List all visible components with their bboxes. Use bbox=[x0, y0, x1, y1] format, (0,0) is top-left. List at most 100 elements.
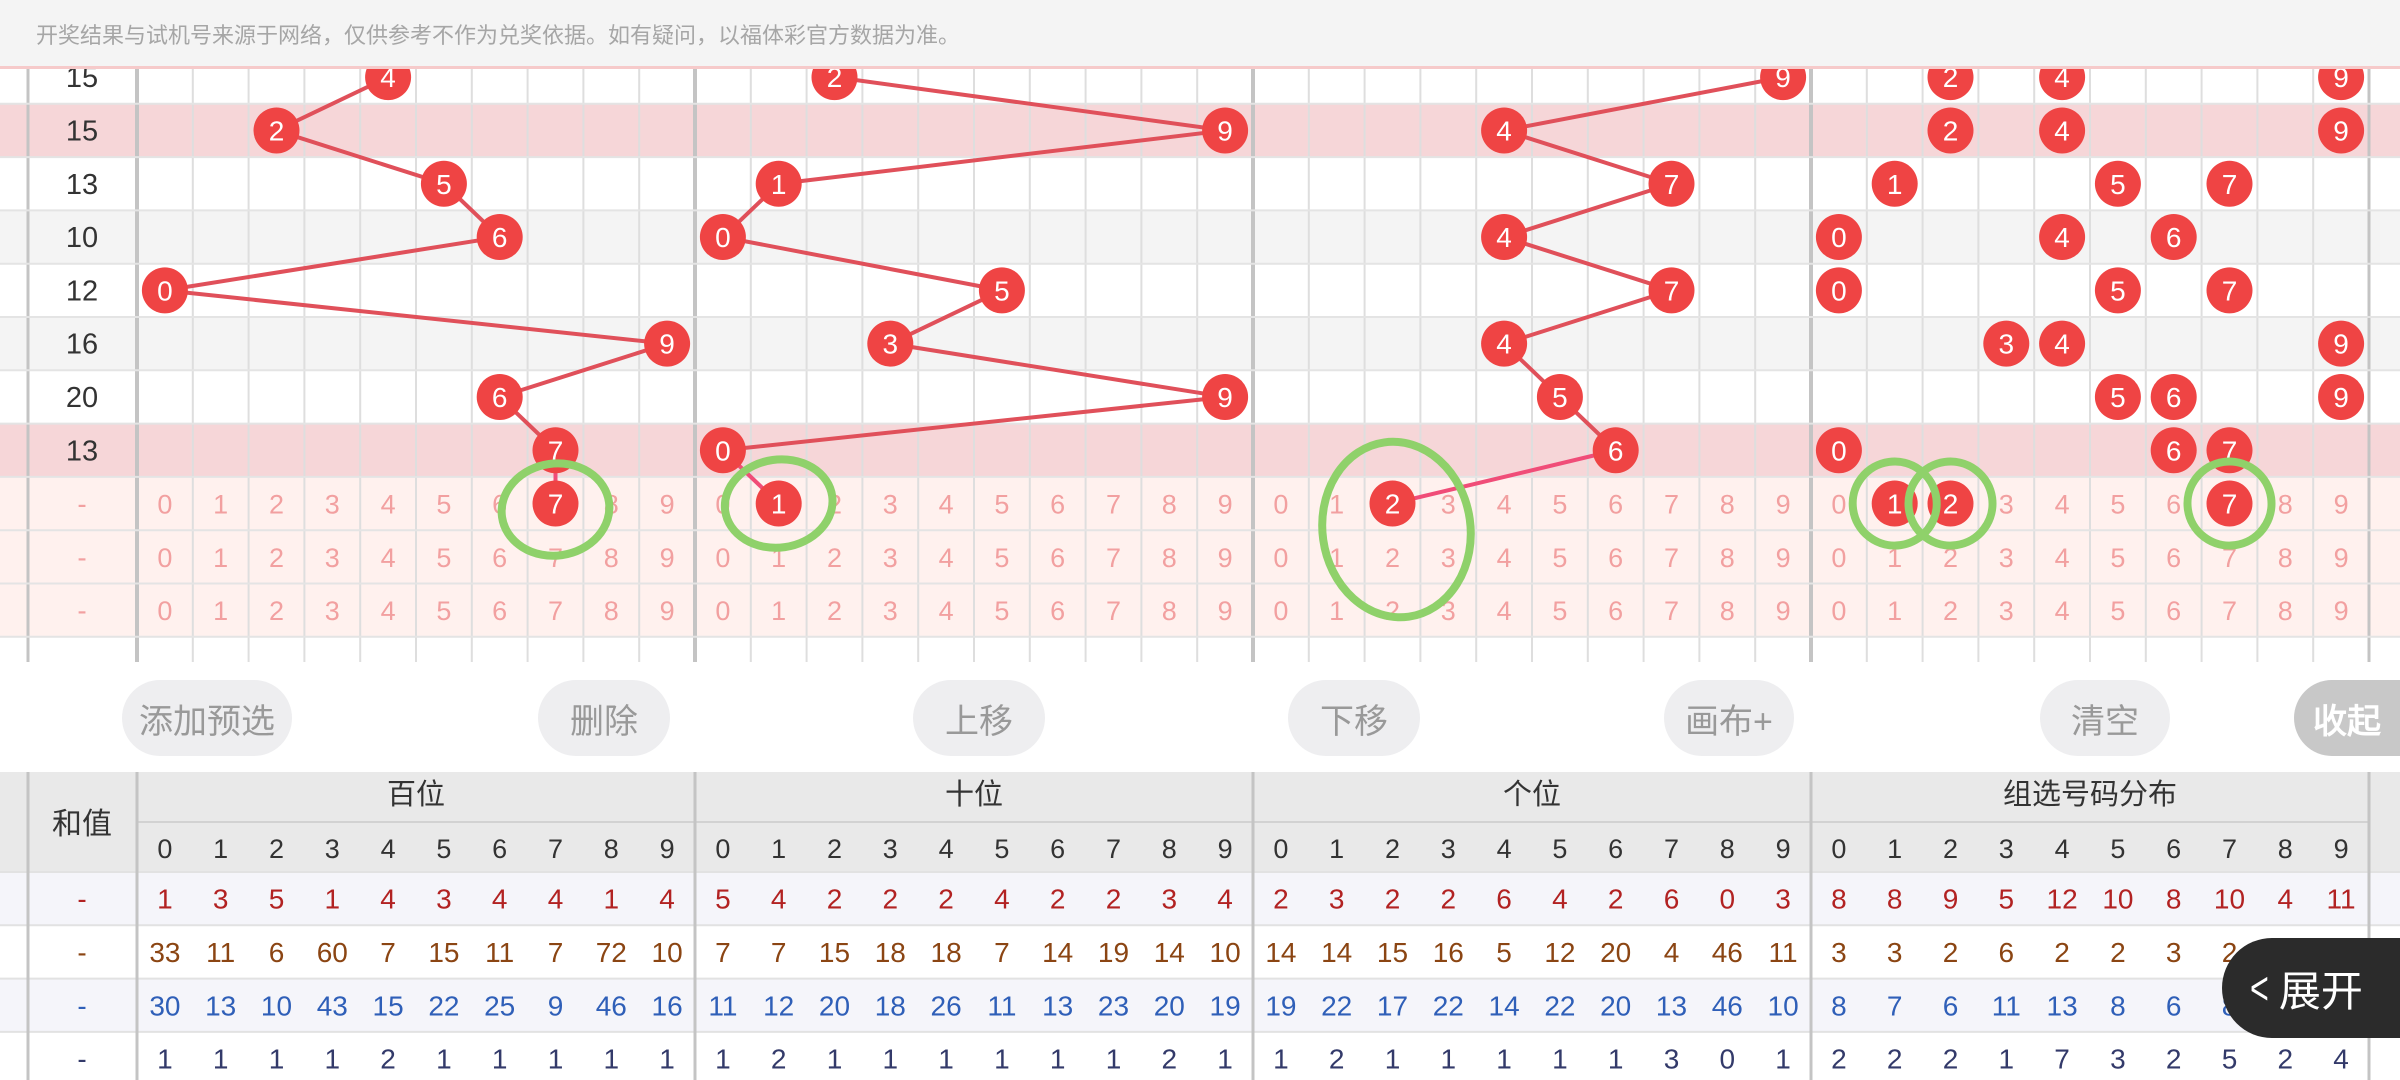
digit-option[interactable]: 4 bbox=[381, 596, 396, 626]
group-ball[interactable]: 5 bbox=[2094, 373, 2141, 420]
number-ball[interactable]: 9 bbox=[1202, 373, 1249, 420]
group-ball[interactable]: 4 bbox=[2039, 214, 2086, 261]
digit-option[interactable]: 2 bbox=[827, 596, 842, 626]
digit-option[interactable]: 7 bbox=[1106, 596, 1121, 626]
digit-option[interactable]: 1 bbox=[213, 596, 228, 626]
digit-option[interactable]: 5 bbox=[436, 543, 451, 573]
digit-option[interactable]: 2 bbox=[1385, 543, 1400, 573]
digit-option[interactable]: 3 bbox=[1441, 490, 1456, 520]
number-ball[interactable]: 6 bbox=[476, 373, 523, 420]
digit-option[interactable]: 9 bbox=[660, 490, 675, 520]
digit-option[interactable]: 3 bbox=[325, 596, 340, 626]
digit-option[interactable]: 2 bbox=[1943, 596, 1958, 626]
digit-option[interactable]: 8 bbox=[1162, 490, 1177, 520]
add-preselect-button[interactable]: 添加预选 bbox=[122, 680, 292, 756]
digit-option[interactable]: 3 bbox=[1999, 596, 2014, 626]
selected-digit[interactable]: 1 bbox=[755, 480, 802, 527]
candidate-row-bg[interactable] bbox=[0, 530, 2400, 584]
digit-option[interactable]: 7 bbox=[2222, 596, 2237, 626]
digit-option[interactable]: 5 bbox=[1552, 543, 1567, 573]
digit-option[interactable]: 5 bbox=[436, 596, 451, 626]
selected-digit[interactable]: 7 bbox=[2206, 480, 2253, 527]
digit-option[interactable]: 8 bbox=[1162, 596, 1177, 626]
digit-option[interactable]: 3 bbox=[883, 543, 898, 573]
digit-option[interactable]: 4 bbox=[381, 490, 396, 520]
digit-option[interactable]: 4 bbox=[1497, 596, 1512, 626]
candidate-row-bg[interactable] bbox=[0, 583, 2400, 637]
selected-digit[interactable]: 7 bbox=[532, 480, 579, 527]
digit-option[interactable]: 0 bbox=[1273, 543, 1288, 573]
digit-option[interactable]: 1 bbox=[1329, 490, 1344, 520]
group-ball[interactable]: 7 bbox=[2206, 267, 2253, 314]
candidate-row-bg[interactable] bbox=[0, 476, 2400, 531]
digit-option[interactable]: 7 bbox=[1106, 543, 1121, 573]
digit-option[interactable]: 4 bbox=[2055, 490, 2070, 520]
group-ball[interactable]: 9 bbox=[2318, 107, 2365, 154]
group-ball[interactable]: 1 bbox=[1871, 160, 1918, 207]
digit-option[interactable]: 4 bbox=[2055, 543, 2070, 573]
digit-option[interactable]: 9 bbox=[1218, 543, 1233, 573]
digit-option[interactable]: 8 bbox=[2278, 596, 2293, 626]
digit-option[interactable]: 3 bbox=[883, 596, 898, 626]
digit-option[interactable]: 7 bbox=[1664, 543, 1679, 573]
digit-option[interactable]: 0 bbox=[157, 596, 172, 626]
digit-option[interactable]: 0 bbox=[1831, 490, 1846, 520]
digit-option[interactable]: 7 bbox=[1664, 490, 1679, 520]
trend-chart[interactable]: 15 4 2 9 2 4 915 2 9 4 2 4 913 5 1 7 1 5 710 6 0 4 0 4 612 0 5 7 0 5 7… bbox=[0, 0, 2400, 662]
digit-option[interactable]: 2 bbox=[269, 490, 284, 520]
digit-option[interactable]: 0 bbox=[715, 596, 730, 626]
digit-option[interactable]: 9 bbox=[2334, 490, 2349, 520]
digit-option[interactable]: 6 bbox=[1050, 543, 1065, 573]
group-ball[interactable]: 0 bbox=[1815, 214, 1862, 261]
group-ball[interactable]: 4 bbox=[2039, 107, 2086, 154]
digit-option[interactable]: 1 bbox=[1329, 596, 1344, 626]
number-ball[interactable]: 5 bbox=[1536, 373, 1583, 420]
digit-option[interactable]: 5 bbox=[994, 490, 1009, 520]
digit-option[interactable]: 6 bbox=[1608, 490, 1623, 520]
digit-option[interactable]: 2 bbox=[1943, 543, 1958, 573]
number-ball[interactable]: 2 bbox=[253, 107, 300, 154]
digit-option[interactable]: 9 bbox=[2334, 596, 2349, 626]
digit-option[interactable]: 4 bbox=[1497, 543, 1512, 573]
number-ball[interactable]: 5 bbox=[978, 267, 1025, 314]
digit-option[interactable]: 6 bbox=[492, 596, 507, 626]
group-ball[interactable]: 5 bbox=[2094, 267, 2141, 314]
digit-option[interactable]: 8 bbox=[2278, 490, 2293, 520]
digit-option[interactable]: 5 bbox=[2110, 543, 2125, 573]
number-ball[interactable]: 9 bbox=[1202, 107, 1249, 154]
number-ball[interactable]: 0 bbox=[699, 427, 746, 474]
digit-option[interactable]: 5 bbox=[1552, 596, 1567, 626]
digit-option[interactable]: 9 bbox=[660, 543, 675, 573]
digit-option[interactable]: 5 bbox=[2110, 490, 2125, 520]
canvas-plus-button[interactable]: 画布+ bbox=[1664, 680, 1794, 756]
group-ball[interactable]: 0 bbox=[1815, 427, 1862, 474]
digit-option[interactable]: 8 bbox=[2278, 543, 2293, 573]
digit-option[interactable]: 9 bbox=[660, 596, 675, 626]
digit-option[interactable]: 1 bbox=[213, 543, 228, 573]
move-up-button[interactable]: 上移 bbox=[913, 680, 1045, 756]
group-ball[interactable]: 7 bbox=[2206, 160, 2253, 207]
digit-option[interactable]: 7 bbox=[1664, 596, 1679, 626]
digit-option[interactable]: 6 bbox=[1050, 490, 1065, 520]
digit-option[interactable]: 7 bbox=[2222, 543, 2237, 573]
expand-button[interactable]: < 展开 bbox=[2222, 938, 2400, 1038]
digit-option[interactable]: 9 bbox=[1776, 596, 1791, 626]
digit-option[interactable]: 0 bbox=[715, 543, 730, 573]
digit-option[interactable]: 9 bbox=[1776, 490, 1791, 520]
digit-option[interactable]: 4 bbox=[939, 543, 954, 573]
digit-option[interactable]: 5 bbox=[994, 543, 1009, 573]
number-ball[interactable]: 9 bbox=[644, 320, 691, 367]
digit-option[interactable]: 8 bbox=[1162, 543, 1177, 573]
number-ball[interactable]: 4 bbox=[1481, 320, 1528, 367]
digit-option[interactable]: 6 bbox=[2166, 490, 2181, 520]
digit-option[interactable]: 3 bbox=[1999, 490, 2014, 520]
move-down-button[interactable]: 下移 bbox=[1288, 680, 1420, 756]
delete-button[interactable]: 删除 bbox=[538, 680, 670, 756]
digit-option[interactable]: 2 bbox=[1385, 596, 1400, 626]
digit-option[interactable]: 6 bbox=[1608, 543, 1623, 573]
digit-option[interactable]: 4 bbox=[381, 543, 396, 573]
digit-option[interactable]: 8 bbox=[604, 596, 619, 626]
digit-option[interactable]: 3 bbox=[325, 543, 340, 573]
collapse-button[interactable]: 收起 bbox=[2294, 680, 2400, 756]
digit-option[interactable]: 2 bbox=[269, 596, 284, 626]
